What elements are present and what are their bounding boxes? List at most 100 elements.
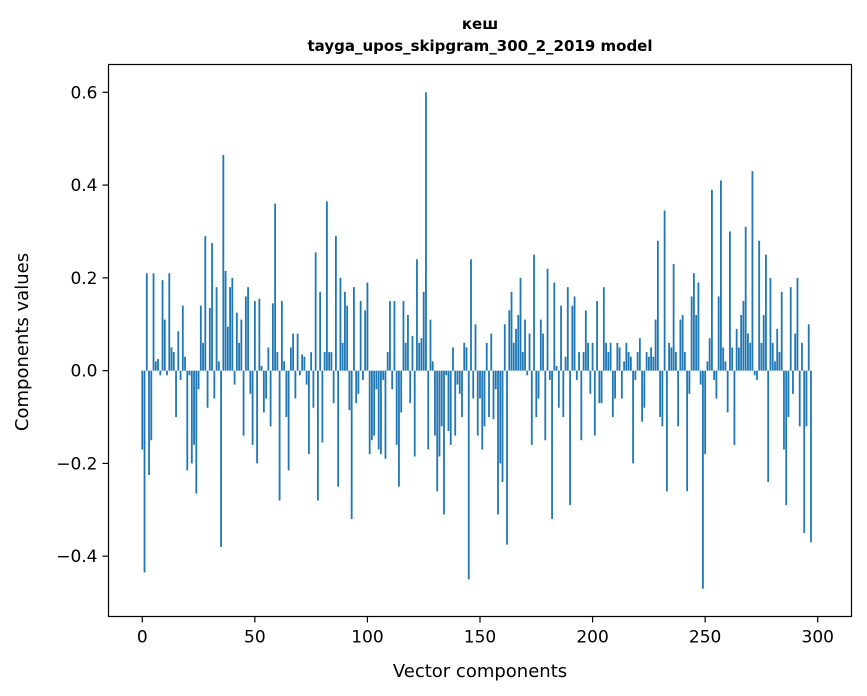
bar (758, 240, 761, 371)
bar (157, 359, 159, 371)
bar (344, 291, 346, 371)
bar (744, 226, 747, 371)
bar (650, 347, 653, 371)
bar (616, 342, 619, 371)
bar (251, 370, 254, 445)
bar (654, 319, 657, 371)
x-tick-label: 50 (244, 628, 266, 648)
y-tick-label: 0.4 (70, 176, 97, 196)
bar (807, 324, 810, 371)
bar (400, 370, 403, 413)
bar (769, 277, 772, 371)
bar (346, 305, 349, 371)
bar (407, 314, 409, 371)
bar (474, 324, 477, 371)
bar (267, 347, 270, 371)
bar (166, 370, 168, 376)
bar (440, 370, 443, 427)
bar (143, 370, 146, 573)
bar (404, 342, 407, 371)
bar (605, 342, 607, 371)
bar (699, 370, 702, 385)
bar (688, 370, 691, 394)
bar (638, 338, 641, 371)
bar (195, 370, 198, 494)
bar (337, 370, 340, 487)
bar (310, 352, 313, 371)
bar (177, 331, 180, 371)
bar (301, 354, 304, 371)
bar (312, 370, 315, 408)
bar (598, 370, 601, 404)
bar (445, 370, 448, 376)
bar (382, 370, 385, 380)
bar (335, 236, 337, 371)
bar (546, 268, 549, 371)
bar (256, 370, 258, 464)
bar (557, 370, 560, 408)
bar (211, 243, 213, 371)
bar (564, 356, 567, 371)
bar (411, 335, 414, 371)
bar (609, 342, 612, 371)
bar (456, 370, 459, 385)
bar (600, 370, 603, 404)
x-tick-label: 150 (464, 628, 496, 648)
bar (801, 342, 803, 371)
bar (303, 356, 306, 371)
bar (413, 370, 416, 457)
bar (573, 296, 576, 371)
bar (762, 314, 765, 371)
bar (154, 361, 157, 371)
bar (517, 314, 520, 371)
bar (810, 370, 812, 543)
bar (271, 303, 274, 371)
bar (395, 370, 398, 445)
bar (697, 282, 700, 371)
bar (663, 210, 666, 371)
bar (231, 277, 234, 371)
bar (287, 370, 290, 471)
bar (461, 370, 463, 418)
bar (375, 370, 378, 390)
bar (575, 370, 578, 380)
bar (720, 180, 722, 371)
bar (330, 352, 333, 371)
bar (307, 370, 310, 455)
bar (679, 319, 682, 371)
bar (368, 370, 371, 455)
bar (593, 370, 596, 436)
bar (634, 370, 637, 380)
bar (674, 352, 677, 371)
y-axis-label: Components values (12, 253, 33, 431)
bar (427, 370, 430, 450)
bar (179, 370, 182, 380)
bar (519, 277, 522, 371)
bar (562, 370, 565, 418)
bar (587, 342, 589, 371)
bar (501, 370, 504, 482)
bar (798, 370, 801, 427)
bar (580, 370, 583, 441)
bar (787, 370, 790, 418)
bar (305, 370, 308, 385)
bar (715, 370, 718, 399)
bar (371, 370, 373, 441)
bar (749, 342, 752, 371)
bar (348, 370, 351, 411)
bar (253, 301, 256, 371)
bar (717, 296, 720, 371)
bar (548, 370, 551, 380)
bar (452, 347, 454, 371)
bar (488, 370, 490, 418)
bar (355, 370, 358, 404)
bar (584, 310, 587, 371)
bar (539, 319, 542, 371)
bar (470, 259, 472, 371)
bar (391, 370, 394, 390)
bar (188, 370, 191, 376)
bar (742, 301, 745, 371)
bar (208, 308, 211, 371)
bar (447, 370, 450, 431)
bar (647, 356, 650, 371)
